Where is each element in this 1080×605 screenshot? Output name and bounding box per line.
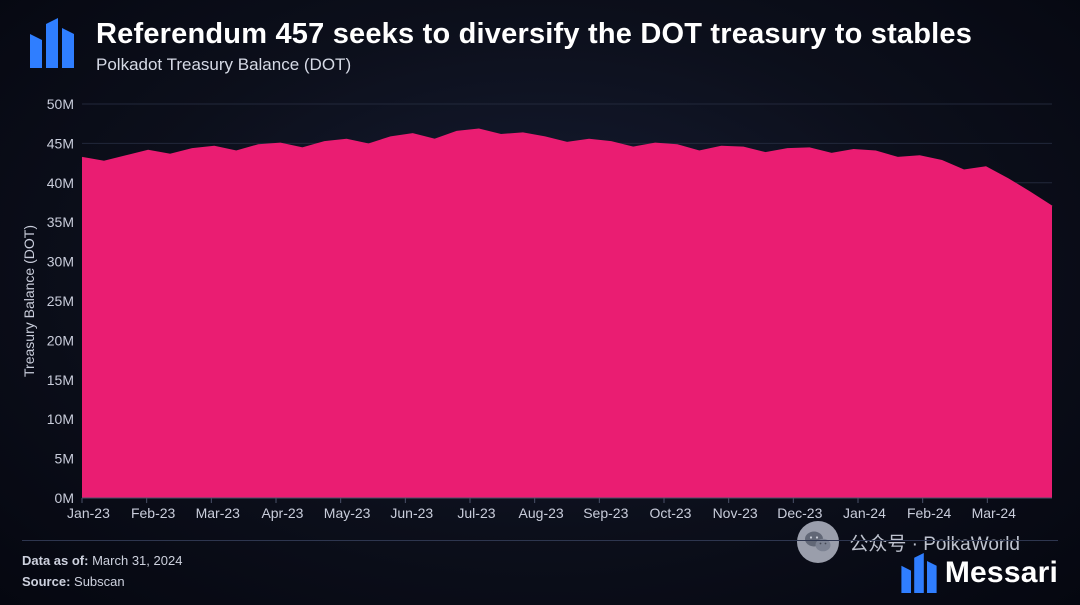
svg-text:20M: 20M (47, 332, 74, 348)
svg-text:10M: 10M (47, 411, 74, 427)
svg-text:Dec-23: Dec-23 (777, 505, 822, 521)
data-as-of-value: March 31, 2024 (92, 553, 182, 568)
svg-text:Jul-23: Jul-23 (457, 505, 495, 521)
source-label: Source: (22, 574, 70, 589)
svg-text:Mar-23: Mar-23 (196, 505, 241, 521)
chart-title-block: Referendum 457 seeks to diversify the DO… (96, 18, 972, 75)
footer-brand: Messari (901, 553, 1058, 593)
messari-logo-icon (901, 553, 937, 593)
chart-area: 0M 5M 10M 15M 20M 25M 30M 35M 40M 45M 50M Jan-23 Feb… (18, 98, 1058, 526)
chart-footer: Data as of: March 31, 2024 Source: Subsc… (22, 540, 1058, 593)
svg-text:Feb-23: Feb-23 (131, 505, 176, 521)
chart-card: { "header": { "title": "Referendum 457 s… (0, 0, 1080, 605)
chart-subtitle: Polkadot Treasury Balance (DOT) (96, 55, 972, 75)
svg-text:Jan-24: Jan-24 (843, 505, 886, 521)
svg-text:Mar-24: Mar-24 (972, 505, 1017, 521)
chart-title: Referendum 457 seeks to diversify the DO… (96, 18, 972, 51)
svg-text:Sep-23: Sep-23 (583, 505, 628, 521)
svg-text:Feb-24: Feb-24 (907, 505, 952, 521)
svg-text:Treasury Balance (DOT): Treasury Balance (DOT) (21, 225, 37, 377)
svg-text:50M: 50M (47, 98, 74, 112)
footer-meta: Data as of: March 31, 2024 Source: Subsc… (22, 551, 182, 593)
svg-text:45M: 45M (47, 135, 74, 151)
area-chart-svg: 0M 5M 10M 15M 20M 25M 30M 35M 40M 45M 50M Jan-23 Feb… (18, 98, 1058, 526)
data-as-of-label: Data as of: (22, 553, 88, 568)
svg-text:0M: 0M (55, 490, 74, 506)
svg-text:35M: 35M (47, 214, 74, 230)
messari-logo-icon (30, 18, 74, 73)
svg-text:15M: 15M (47, 372, 74, 388)
svg-text:30M: 30M (47, 254, 74, 270)
svg-text:Nov-23: Nov-23 (713, 505, 758, 521)
svg-text:Oct-23: Oct-23 (649, 505, 691, 521)
svg-text:Apr-23: Apr-23 (261, 505, 303, 521)
svg-text:May-23: May-23 (324, 505, 371, 521)
source-value: Subscan (74, 574, 125, 589)
svg-text:25M: 25M (47, 293, 74, 309)
svg-text:5M: 5M (55, 451, 74, 467)
svg-text:Aug-23: Aug-23 (519, 505, 564, 521)
svg-text:Jan-23: Jan-23 (67, 505, 110, 521)
chart-header: Referendum 457 seeks to diversify the DO… (30, 18, 1050, 75)
brand-name: Messari (945, 556, 1058, 590)
svg-text:40M: 40M (47, 175, 74, 191)
svg-text:Jun-23: Jun-23 (390, 505, 433, 521)
